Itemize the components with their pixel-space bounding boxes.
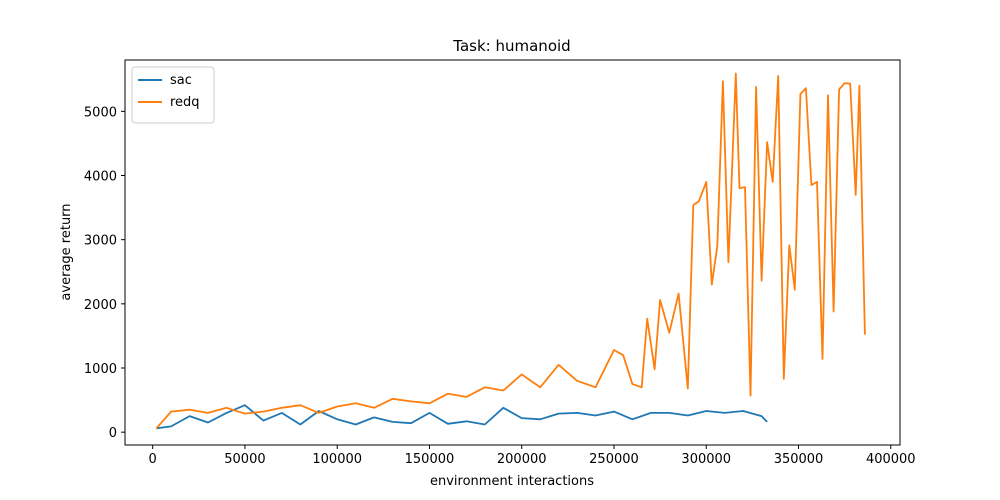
plot-area	[155, 72, 866, 430]
x-tick-label: 150000	[405, 452, 455, 467]
legend-label-sac: sac	[170, 73, 192, 88]
x-tick-label: 50000	[224, 452, 265, 467]
x-tick-label: 0	[149, 452, 157, 467]
chart-title: Task: humanoid	[452, 37, 570, 55]
x-axis-label: environment interactions	[430, 474, 594, 489]
y-tick-label: 5000	[84, 105, 117, 120]
series-line-redq	[155, 72, 866, 429]
x-axis: 0 50000 100000 150000 200000 250000 300000 3500…	[149, 445, 916, 467]
axes-frame	[124, 59, 901, 446]
x-tick-label: 100000	[312, 452, 362, 467]
x-tick-label: 350000	[774, 452, 824, 467]
y-axis-label: average return	[59, 203, 74, 300]
y-tick-label: 2000	[84, 298, 117, 313]
y-tick-label: 0	[109, 426, 117, 441]
x-tick-label: 200000	[497, 452, 547, 467]
x-tick-label: 400000	[866, 452, 916, 467]
y-axis: 0 1000 2000 3000 4000 5000	[84, 105, 125, 441]
y-tick-label: 3000	[84, 234, 117, 249]
x-tick-label: 250000	[589, 452, 639, 467]
series-line-sac	[156, 404, 768, 430]
x-tick-label: 300000	[681, 452, 731, 467]
legend: sac redq	[131, 66, 215, 124]
y-tick-label: 1000	[84, 362, 117, 377]
legend-label-redq: redq	[170, 95, 200, 110]
y-tick-label: 4000	[84, 170, 117, 185]
